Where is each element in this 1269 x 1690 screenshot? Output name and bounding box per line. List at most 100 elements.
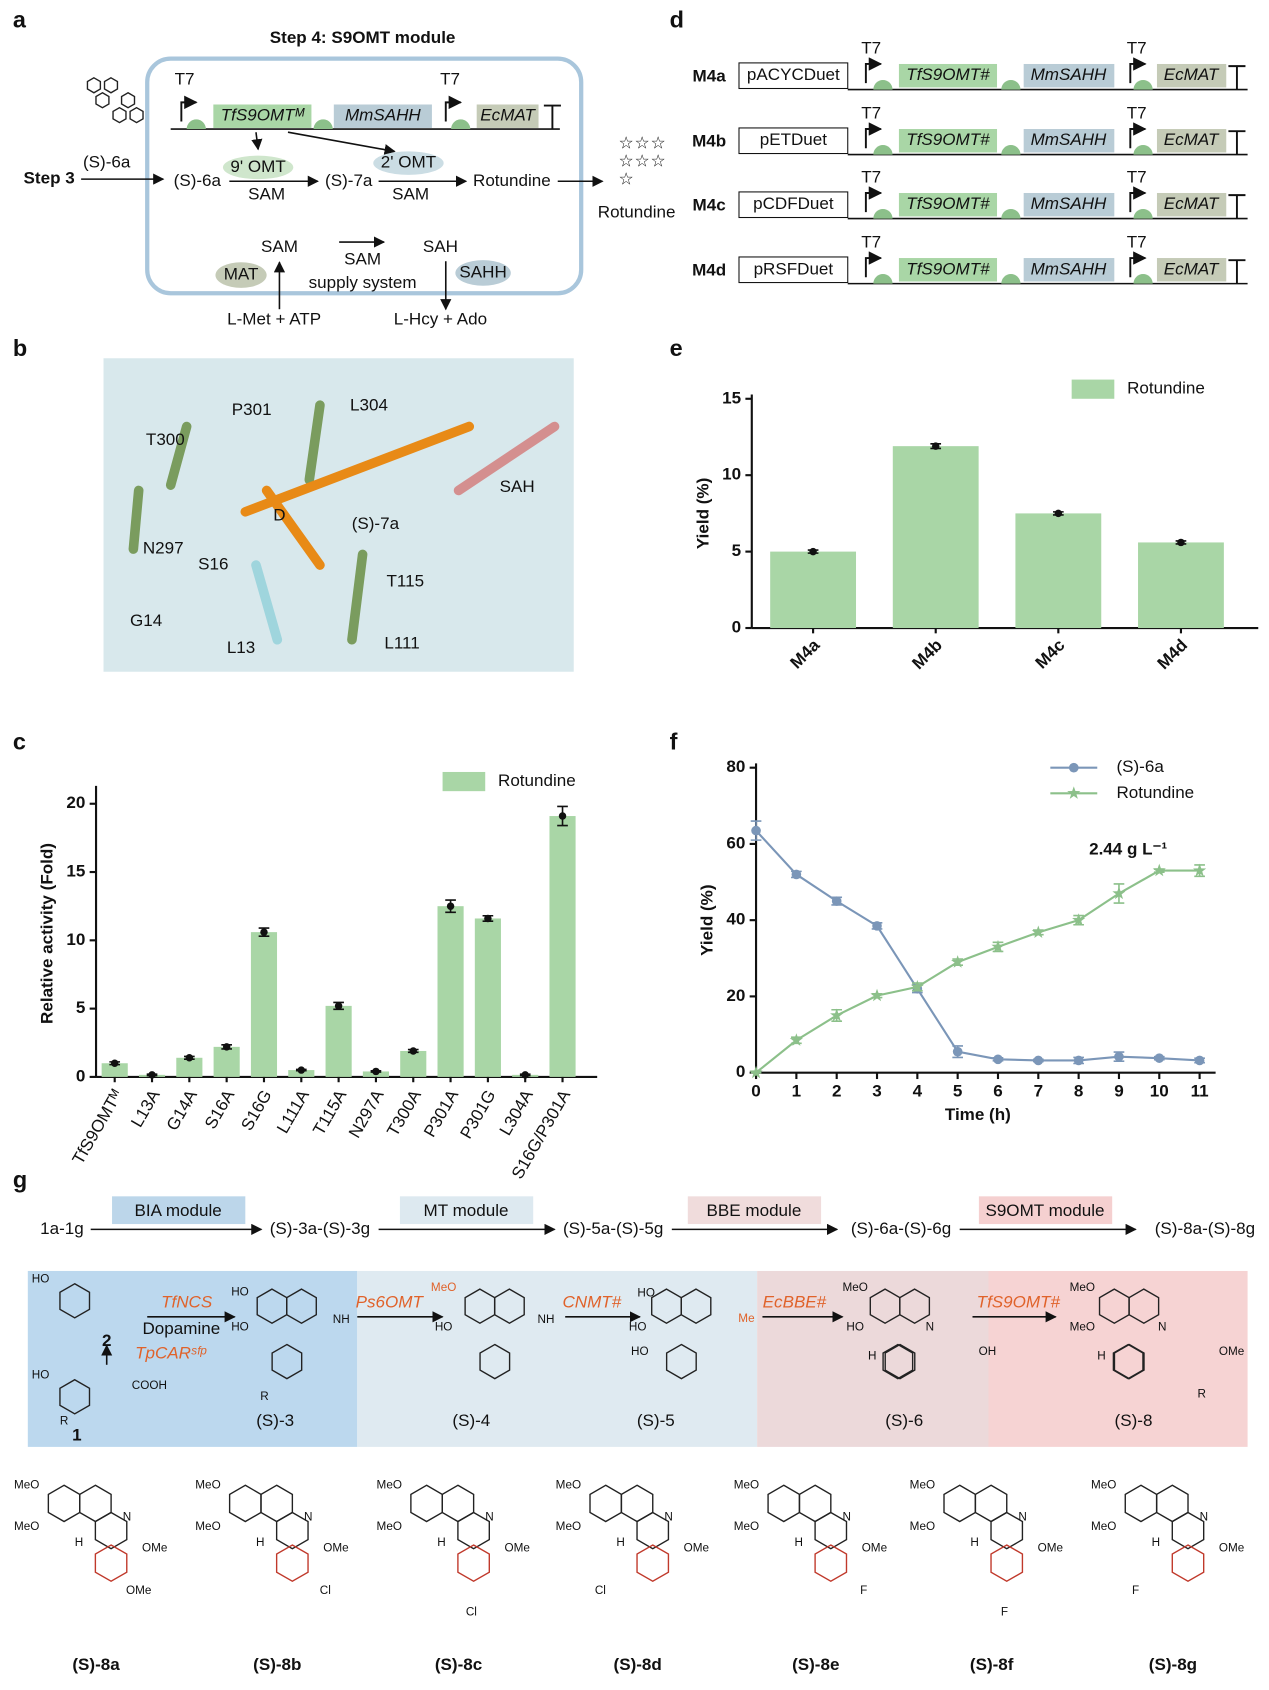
marker	[1112, 886, 1126, 900]
gene-label: MmSAHH	[1031, 194, 1107, 213]
plasmid-box	[738, 256, 849, 284]
promoter	[1129, 251, 1147, 278]
legend-swatch	[1071, 379, 1115, 399]
group-label: OMe	[1219, 1541, 1244, 1554]
series-line	[755, 869, 1200, 1074]
group-label: HO	[32, 1369, 50, 1382]
module-label: S9OMT module	[985, 1201, 1104, 1220]
ring	[1171, 1544, 1205, 1583]
group-label: OMe	[126, 1584, 151, 1597]
group-label: Me	[738, 1312, 754, 1325]
bar	[549, 816, 576, 1077]
product-label: (S)-8e	[792, 1655, 839, 1674]
enzyme-badge	[215, 262, 267, 288]
panel-letter: a	[13, 7, 27, 33]
marker	[831, 896, 842, 906]
group-label: MeO	[377, 1520, 402, 1533]
product: Rotundine	[473, 171, 551, 190]
residue-label: G14	[130, 611, 162, 630]
x-tick-label: N297A	[345, 1086, 388, 1141]
ring	[271, 1343, 303, 1380]
promoter	[1129, 57, 1147, 84]
marker	[991, 939, 1005, 953]
marker	[1152, 863, 1166, 877]
plasmid-label: pACYCDuet	[747, 65, 840, 84]
arrow	[287, 131, 396, 156]
x-tick-label: 4	[913, 1081, 923, 1100]
ring	[457, 1511, 490, 1550]
group-label: OMe	[1038, 1541, 1063, 1554]
module-box	[978, 1196, 1113, 1225]
marker	[789, 1033, 803, 1046]
group-label: H	[437, 1536, 445, 1549]
ring	[410, 1484, 443, 1523]
residue-label: L111	[384, 634, 419, 653]
module-box	[687, 1196, 822, 1225]
x-tick-label: G14A	[163, 1086, 202, 1134]
star-icon: ☆	[619, 152, 634, 171]
group-label: HO	[629, 1321, 647, 1334]
bar	[176, 1057, 203, 1077]
ring	[814, 1544, 848, 1583]
ring	[798, 1484, 832, 1523]
group-label: MeO	[1070, 1321, 1095, 1334]
residue-label: (S)-7a	[352, 514, 400, 533]
enzyme-badge	[373, 151, 444, 175]
y-tick-label: 20	[66, 793, 85, 812]
ring	[636, 1511, 670, 1550]
product-label: (S)-8b	[253, 1655, 301, 1674]
x-tick-label: 1	[792, 1081, 801, 1100]
gene-label: TfS9OMT#	[906, 65, 990, 84]
ring	[1155, 1484, 1189, 1523]
group-label: MeO	[195, 1520, 220, 1533]
bbe-band	[757, 1270, 989, 1447]
legend-swatch	[442, 771, 486, 792]
x-tick-label: T300A	[383, 1086, 425, 1140]
y-tick-label: 60	[726, 833, 745, 852]
ring	[129, 106, 144, 124]
ring	[59, 1378, 91, 1415]
gene	[1156, 192, 1227, 217]
ring	[814, 1511, 848, 1550]
flow-node: (S)-5a-(S)-5g	[563, 1219, 663, 1238]
residue-label: S16	[198, 555, 228, 574]
group-label: MeO	[556, 1478, 581, 1491]
group-label: HO	[32, 1273, 50, 1286]
promoter-label: T7	[861, 233, 881, 252]
group-label: N	[1018, 1510, 1026, 1523]
bar	[892, 446, 979, 629]
group-label: H	[970, 1536, 978, 1549]
mean-dot	[409, 1047, 417, 1055]
promoter	[180, 95, 198, 122]
promoter	[864, 122, 883, 149]
enzyme-badge	[222, 155, 294, 180]
marker	[993, 1054, 1003, 1065]
product: Rotundine	[598, 203, 676, 222]
ring	[275, 1544, 309, 1583]
group-label: NH	[538, 1313, 555, 1326]
residue-label: L304	[350, 396, 388, 415]
compound-label: (S)-3	[256, 1411, 294, 1430]
residue-stick	[261, 485, 325, 570]
plasmid-box	[738, 62, 849, 90]
marker	[1031, 925, 1045, 938]
bar	[437, 906, 464, 1077]
flow-node: (S)-8a-(S)-8g	[1155, 1219, 1255, 1238]
gene-label: EcMAT	[1164, 194, 1220, 213]
annotation: 2.44 g L⁻¹	[1089, 839, 1167, 858]
star-icon: ☆	[650, 133, 665, 152]
group-label: OMe	[323, 1541, 348, 1554]
plasmid-label: pCDFDuet	[753, 194, 834, 213]
x-tick-label: M4a	[786, 635, 823, 672]
group-label: N	[1158, 1321, 1166, 1334]
y-tick-label: 80	[726, 757, 745, 776]
x-tick-label: TfS9OMTᴹ	[69, 1086, 127, 1167]
structure-view	[103, 358, 574, 672]
bar	[1138, 542, 1224, 629]
mean-dot	[372, 1067, 380, 1076]
group-label: MeO	[1070, 1281, 1095, 1294]
mean-dot	[222, 1043, 231, 1051]
rbs	[1001, 208, 1021, 219]
group-label: MeO	[556, 1520, 581, 1533]
ring	[882, 1343, 914, 1380]
